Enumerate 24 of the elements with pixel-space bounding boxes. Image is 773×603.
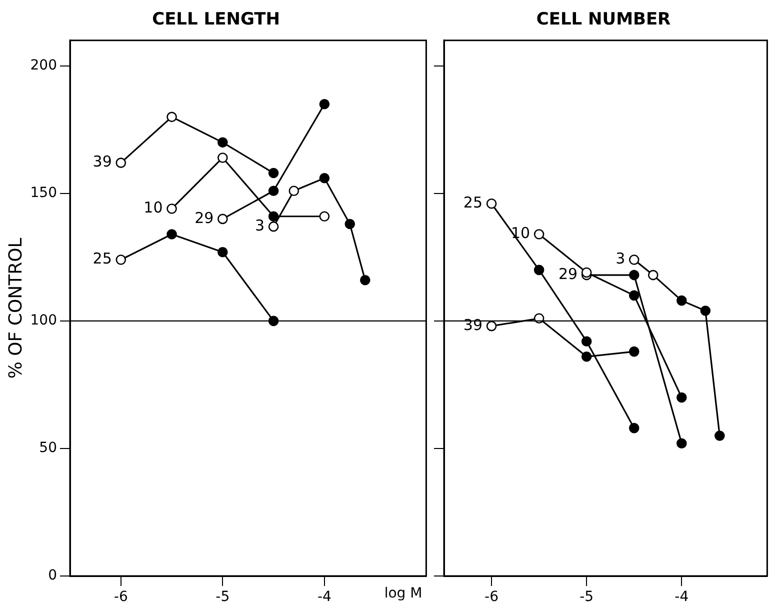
x-tick-label: -4 (674, 589, 689, 603)
x-axis-title: log M (384, 586, 422, 602)
series-label: 10 (510, 224, 530, 242)
series-label: 3 (616, 250, 626, 268)
y-tick-label: 150 (30, 185, 57, 202)
y-tick-label: 200 (30, 58, 57, 74)
x-tick-label: -4 (317, 589, 332, 603)
y-tick-label: 100 (30, 312, 57, 329)
series-label: 39 (92, 152, 112, 171)
series-label: 3 (254, 216, 265, 234)
series-label: 10 (144, 198, 163, 217)
x-tick-label: -6 (484, 589, 499, 603)
series-label: 29 (558, 264, 578, 283)
series-label: 25 (463, 194, 483, 212)
series-label: 29 (194, 208, 214, 227)
y-tick-label: 50 (39, 440, 57, 456)
y-axis-title: % OF CONTROL (5, 238, 26, 379)
series-label: 25 (92, 250, 112, 268)
y-tick-label: 0 (48, 568, 57, 584)
chart-title: CELL LENGTH (152, 10, 280, 30)
x-tick-label: -5 (216, 589, 230, 603)
x-tick-label: -5 (580, 589, 594, 603)
chart-title: CELL NUMBER (536, 10, 671, 30)
x-tick-label: -6 (114, 589, 128, 603)
